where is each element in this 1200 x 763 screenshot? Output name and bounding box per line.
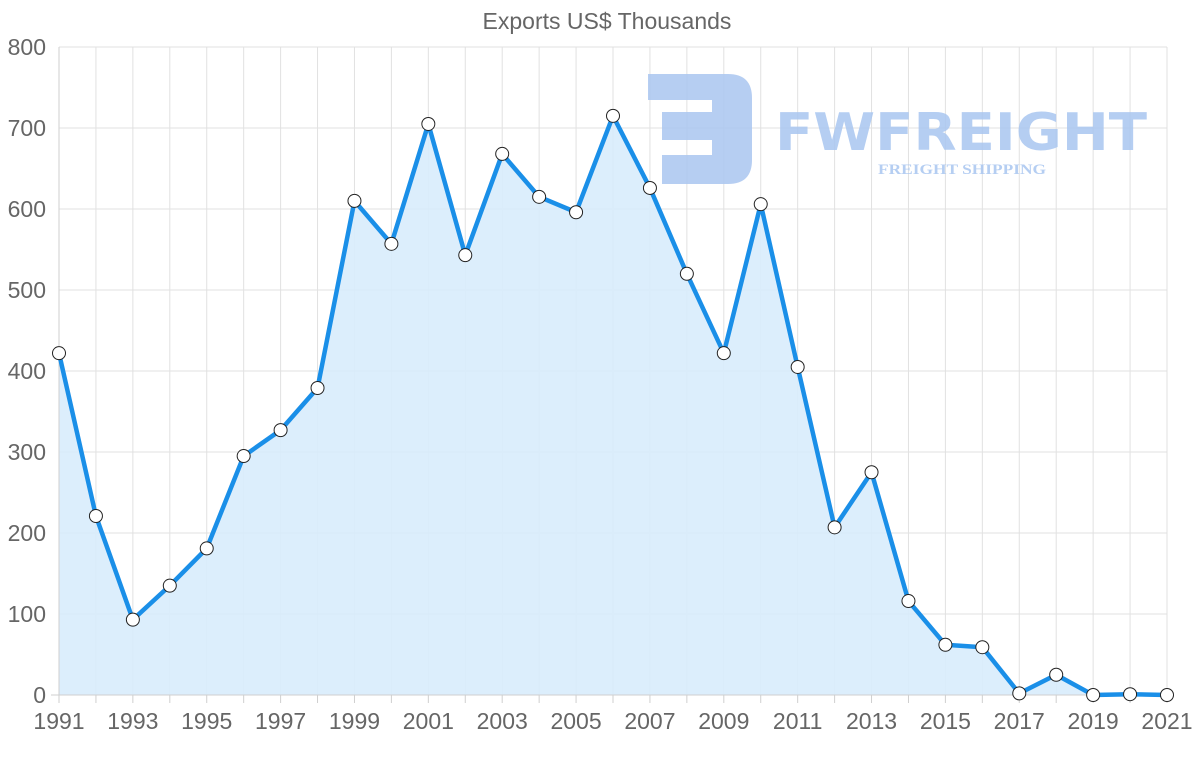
x-axis-labels: 1991 1993 1995 1997 1999 2001 2003 2005 2007 2009…	[33, 708, 1192, 734]
x-tick-label: 1993	[107, 708, 158, 734]
watermark-brand: FWFREIGHT	[775, 103, 1148, 163]
data-markers: 1991: 422 1992: 221 1993: 93 1994: 135 1995:…	[52, 108, 1174, 702]
y-tick-label: 300	[8, 439, 46, 465]
x-tick-label: 2001	[403, 708, 454, 734]
fwfreight-logo-icon	[648, 74, 752, 184]
data-point-marker[interactable]: 2017: 2	[1012, 686, 1027, 701]
data-point-marker[interactable]: 2018: 25	[1049, 667, 1064, 682]
data-point-marker[interactable]: 1998: 379	[310, 381, 325, 396]
y-tick-label: 100	[8, 601, 46, 627]
data-point-marker[interactable]: 1999: 610	[347, 193, 362, 208]
data-point-marker[interactable]: 2000: 557	[384, 236, 399, 251]
data-point-marker[interactable]: 2016: 59	[975, 640, 990, 655]
x-tick-label: 2005	[550, 708, 601, 734]
data-point-marker[interactable]: 2014: 116	[901, 594, 916, 609]
data-point-marker[interactable]: 2019: 0	[1086, 688, 1101, 702]
data-point-marker[interactable]: 2005: 596	[569, 205, 584, 220]
data-point-marker[interactable]: 1995: 181	[199, 541, 214, 556]
data-point-marker[interactable]: 2009: 422	[716, 346, 731, 361]
data-point-marker[interactable]: 1993: 93	[125, 612, 140, 627]
y-tick-label: 500	[8, 277, 46, 303]
y-tick-label: 600	[8, 196, 46, 222]
y-tick-label: 200	[8, 520, 46, 546]
data-point-marker[interactable]: 2007: 626	[642, 180, 657, 195]
x-tick-label: 1991	[33, 708, 84, 734]
x-tick-label: 2009	[698, 708, 749, 734]
data-point-marker[interactable]: 2011: 405	[790, 359, 805, 374]
data-point-marker[interactable]: 1991: 422	[52, 346, 66, 361]
data-point-marker[interactable]: 2004: 615	[532, 189, 547, 204]
x-tick-label: 2019	[1068, 708, 1119, 734]
data-point-marker[interactable]: 2003: 668	[495, 146, 510, 161]
y-tick-label: 0	[33, 682, 46, 708]
x-tick-label: 2021	[1141, 708, 1192, 734]
data-point-marker[interactable]: 2012: 207	[827, 520, 842, 535]
data-point-marker[interactable]: 2001: 705	[421, 116, 436, 131]
x-tick-label: 2013	[846, 708, 897, 734]
fwfreight-watermark: FWFREIGHT FREIGHT SHIPPING	[648, 74, 1148, 184]
data-point-marker[interactable]: 2015: 62	[938, 637, 953, 652]
data-point-marker[interactable]: 2013: 275	[864, 465, 879, 480]
data-point-marker[interactable]: 1996: 295	[236, 449, 251, 464]
watermark-tagline: FREIGHT SHIPPING	[878, 162, 1046, 178]
x-tick-label: 1999	[329, 708, 380, 734]
x-tick-label: 2011	[773, 708, 822, 734]
chart-title: Exports US$ Thousands	[482, 8, 732, 34]
area-fill	[59, 115, 1167, 696]
x-tick-label: 2017	[994, 708, 1045, 734]
data-point-marker[interactable]: 2020: 1	[1123, 687, 1138, 702]
y-tick-label: 400	[8, 358, 46, 384]
x-tick-label: 2003	[477, 708, 528, 734]
y-tick-label: 700	[8, 115, 46, 141]
x-tick-label: 1995	[181, 708, 232, 734]
x-tick-label: 1997	[255, 708, 306, 734]
data-point-marker[interactable]: 2006: 715	[606, 108, 620, 123]
data-point-marker[interactable]: 1992: 221	[88, 508, 103, 523]
y-axis-labels: 0 100 200 300 400 500 600 700 800	[8, 34, 46, 708]
data-point-marker[interactable]: 1994: 135	[162, 578, 177, 593]
y-tick-label: 800	[8, 34, 46, 60]
x-tick-label: 2007	[624, 708, 675, 734]
data-point-marker[interactable]: 2021: 0	[1160, 688, 1174, 702]
data-point-marker[interactable]: 2002: 543	[458, 248, 473, 263]
data-point-marker[interactable]: 2008: 520	[679, 266, 694, 281]
data-point-marker[interactable]: 2010: 606	[753, 197, 768, 212]
data-point-marker[interactable]: 1997: 327	[273, 423, 288, 438]
x-tick-label: 2015	[920, 708, 971, 734]
